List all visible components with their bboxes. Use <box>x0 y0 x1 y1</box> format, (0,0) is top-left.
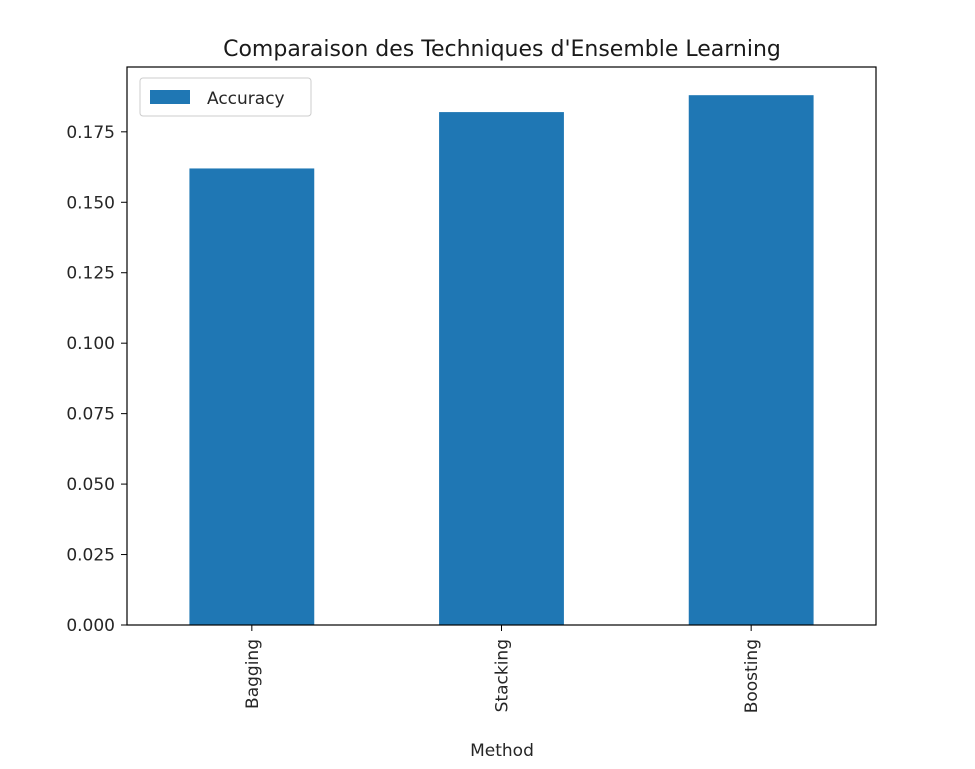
legend-box <box>139 77 312 117</box>
y-tick-label: 0.125 <box>66 264 115 284</box>
y-tick-label: 0.000 <box>66 616 115 636</box>
x-axis: Bagging Stacking Boosting <box>243 625 762 713</box>
bar-bagging <box>189 168 315 626</box>
y-tick-label: 0.050 <box>66 475 115 495</box>
y-tick-label: 0.175 <box>66 123 115 143</box>
plot-frame <box>126 66 877 626</box>
y-tick-label: 0.100 <box>66 334 115 354</box>
y-tick-label: 0.025 <box>66 546 115 566</box>
y-axis: 0.000 0.025 0.050 0.075 0.100 0.125 0.150 0.175 <box>66 123 127 636</box>
x-tick-label-stacking: Stacking <box>493 639 513 712</box>
chart-title: Comparaison des Techniques d'Ensemble Le… <box>223 37 781 62</box>
legend: Accuracy <box>139 77 312 117</box>
bar-stacking <box>439 112 564 625</box>
x-axis-title: Method <box>470 741 534 761</box>
legend-swatch <box>150 90 190 104</box>
legend-label: Accuracy <box>207 89 285 109</box>
x-tick-label-boosting: Boosting <box>742 639 762 713</box>
x-tick-label-bagging: Bagging <box>243 639 263 709</box>
bars-layer <box>189 95 814 626</box>
bar-boosting <box>688 95 814 625</box>
y-tick-label: 0.150 <box>66 193 115 213</box>
y-tick-label: 0.075 <box>66 405 115 425</box>
